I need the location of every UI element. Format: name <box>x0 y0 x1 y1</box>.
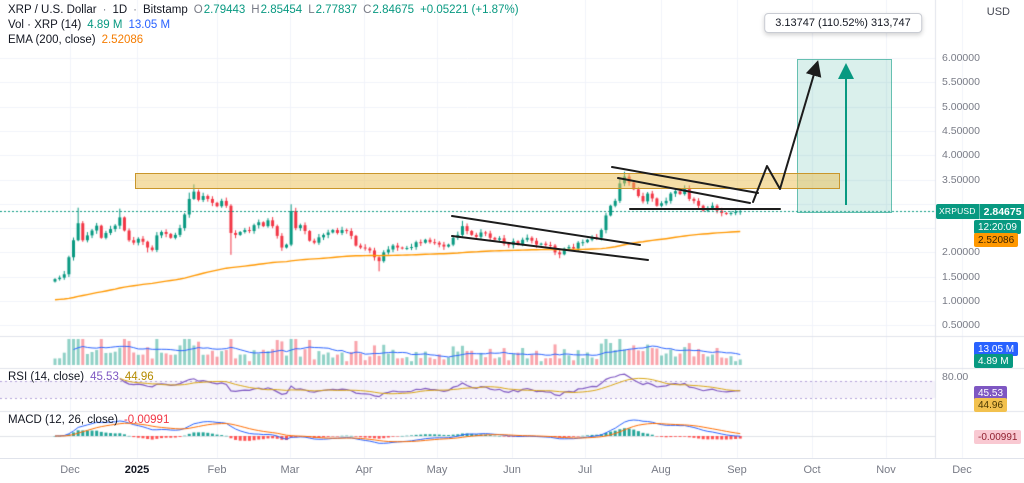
time-axis-label: Oct <box>803 464 821 476</box>
time-axis-label: Dec <box>60 464 80 476</box>
time-axis-label: Sep <box>727 464 747 476</box>
main-series-legend[interactable]: XRP / U.S. Dollar · 1D · Bitstamp O 2.794… <box>8 4 519 16</box>
symbol-badge: XRPUSD <box>936 204 980 219</box>
time-axis[interactable]: Dec 2025 Feb Mar Apr May Jun Jul Aug Sep Oct Nov Dec <box>0 458 1024 483</box>
macd-badge: -0.00991 <box>974 430 1022 444</box>
time-axis-label: May <box>426 464 448 476</box>
ohlc-close: C 2.84675 <box>363 4 415 16</box>
price-axis-label: 2.00000 <box>942 246 980 259</box>
rsi-axis-label: 80.00 <box>942 370 969 383</box>
price-axis-label: 0.50000 <box>942 319 980 332</box>
price-scale-currency-label[interactable]: USD <box>986 6 1010 18</box>
price-axis-label: 4.00000 <box>942 149 980 162</box>
volume-legend[interactable]: Vol · XRP (14) 4.89 M 13.05 M <box>8 19 170 31</box>
volume-current-value: 4.89 M <box>87 19 123 31</box>
exchange: Bitstamp <box>143 4 188 16</box>
time-axis-label: Aug <box>651 464 671 476</box>
time-axis-label: 2025 <box>124 464 150 476</box>
price-axis-label: 5.50000 <box>942 76 980 89</box>
price-change: +0.05221 (+1.87%) <box>420 4 519 16</box>
symbol-title: XRP / U.S. Dollar <box>8 4 97 16</box>
time-axis-label: Dec <box>952 464 972 476</box>
separator: · <box>102 4 107 16</box>
rsi-ma-value: 44.96 <box>124 371 154 383</box>
time-axis-label: Jul <box>577 464 593 476</box>
rsi-legend-label: RSI (14, close) <box>8 371 85 383</box>
rsi-badge: 45.53 <box>974 386 1008 400</box>
volume-legend-label: Vol · XRP (14) <box>8 19 82 31</box>
volume-badge: 4.89 M <box>974 354 1013 368</box>
price-axis-label: 1.50000 <box>942 270 980 283</box>
ohlc-low: L 2.77837 <box>308 4 358 16</box>
volume-ma-badge: 13.05 M <box>974 342 1019 356</box>
time-axis-label: Apr <box>355 464 373 476</box>
resistance-zone-rectangle[interactable] <box>135 173 840 189</box>
price-axis-label: 1.00000 <box>942 295 980 307</box>
separator: · <box>133 4 138 16</box>
rsi-legend[interactable]: RSI (14, close) 45.53 44.96 <box>8 371 154 383</box>
last-price-value: 2.84675 <box>983 205 1022 218</box>
ema-price-badge: 2.52086 <box>974 233 1019 247</box>
price-axis-label: 5.00000 <box>942 100 980 113</box>
ema-legend[interactable]: EMA (200, close) 2.52086 <box>8 34 143 46</box>
ohlc-open: O 2.79443 <box>193 4 246 16</box>
price-axis-label: 3.50000 <box>942 173 980 186</box>
price-axis[interactable]: 6.00000 5.50000 5.00000 4.50000 4.00000 3.500… <box>935 0 1024 458</box>
ema-legend-label: EMA (200, close) <box>8 34 96 46</box>
last-price-badge: XRPUSD 2.84675 <box>936 204 1024 219</box>
price-axis-label: 6.00000 <box>942 52 980 64</box>
ema-value: 2.52086 <box>101 34 144 46</box>
rsi-value: 45.53 <box>90 371 119 383</box>
ohlc-high: H 2.85454 <box>251 4 303 16</box>
time-axis-label: Mar <box>280 464 300 476</box>
macd-legend[interactable]: MACD (12, 26, close) -0.00991 <box>8 414 169 426</box>
macd-legend-label: MACD (12, 26, close) <box>8 414 118 426</box>
timeframe: 1D <box>112 4 128 16</box>
price-axis-label: 4.50000 <box>942 124 980 137</box>
time-axis-label: Jun <box>503 464 521 476</box>
rsi-ma-badge: 44.96 <box>974 398 1008 412</box>
macd-hist-value: -0.00991 <box>123 414 170 426</box>
price-projection-box[interactable] <box>797 59 892 213</box>
time-axis-label: Nov <box>876 464 896 476</box>
projection-tooltip: 3.13747 (110.52%) 313,747 <box>764 13 922 33</box>
time-axis-label: Feb <box>207 464 227 476</box>
volume-ma-value: 13.05 M <box>128 19 171 31</box>
bar-countdown-badge: 12:20:09 <box>974 220 1021 234</box>
